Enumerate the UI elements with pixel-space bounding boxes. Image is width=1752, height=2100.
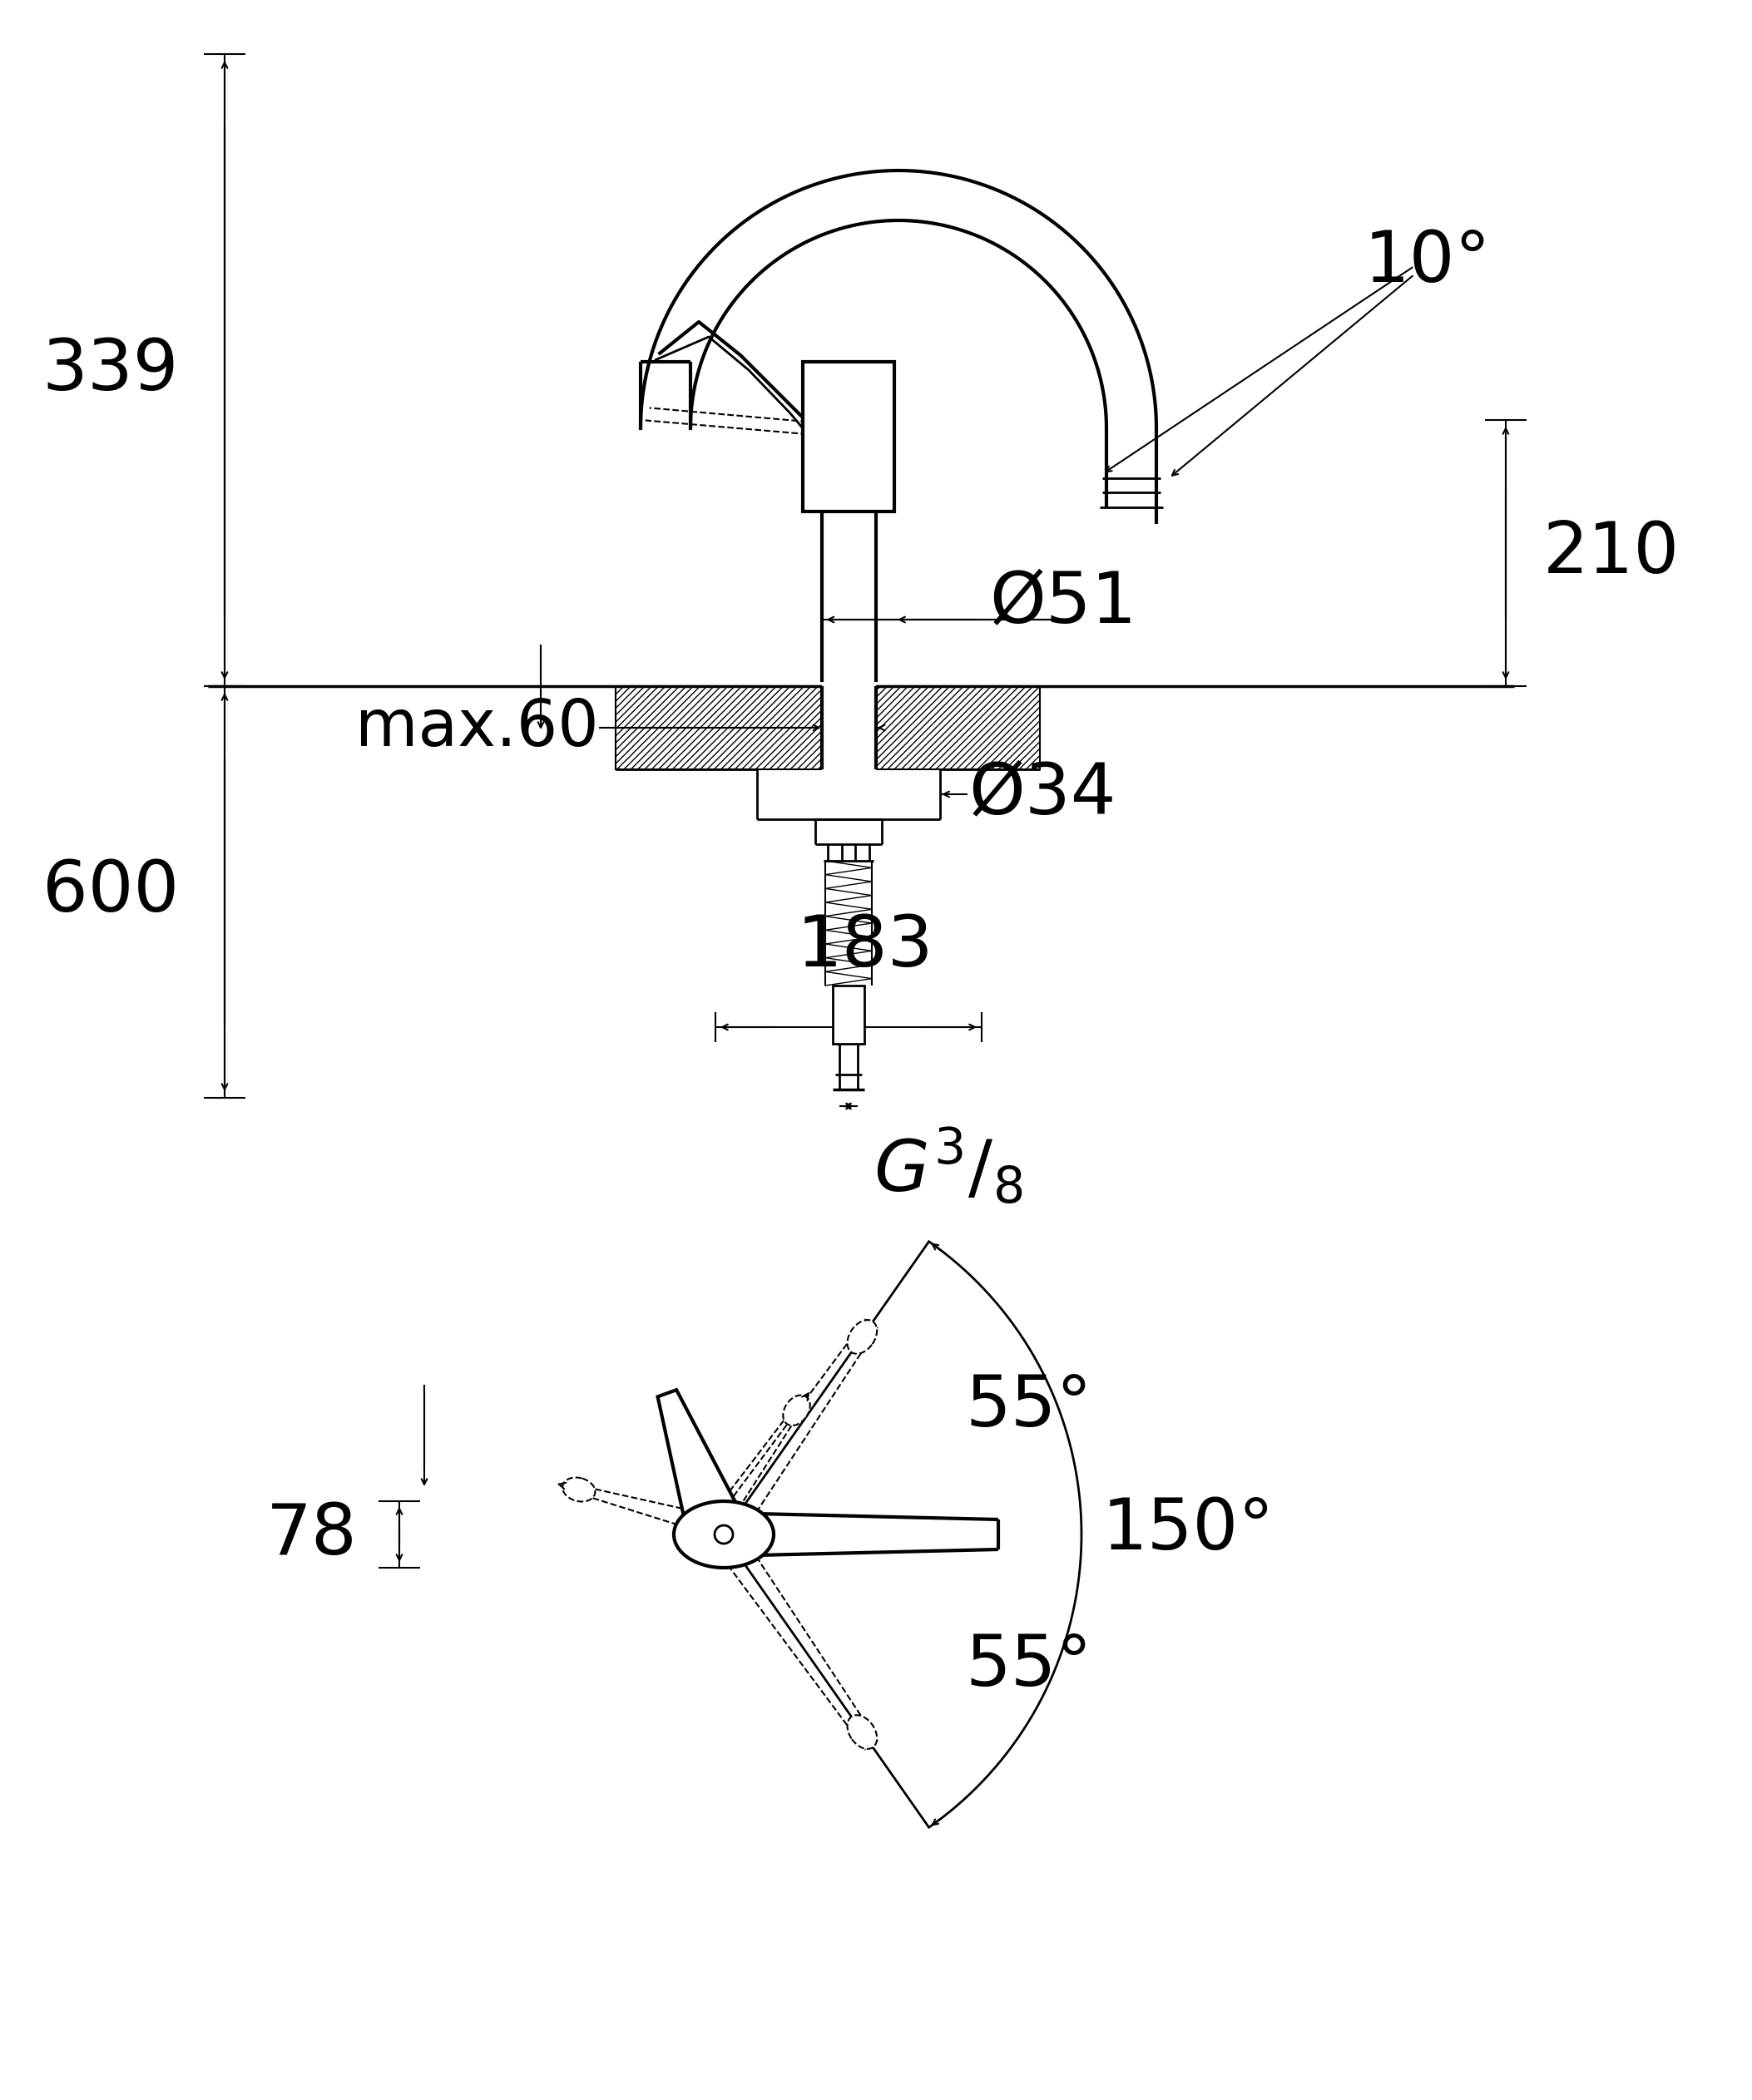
Bar bbox=[832, 985, 864, 1044]
Ellipse shape bbox=[715, 1525, 732, 1543]
Text: 183: 183 bbox=[797, 911, 934, 981]
Text: 78: 78 bbox=[266, 1499, 357, 1569]
Text: Ø51: Ø51 bbox=[990, 569, 1137, 638]
Ellipse shape bbox=[848, 1716, 878, 1749]
Text: 600: 600 bbox=[42, 857, 179, 926]
Text: Ø34: Ø34 bbox=[969, 760, 1116, 830]
Ellipse shape bbox=[848, 1321, 878, 1354]
Ellipse shape bbox=[675, 1502, 774, 1569]
Text: 10°: 10° bbox=[1365, 227, 1491, 296]
Bar bbox=[802, 361, 894, 512]
Text: 339: 339 bbox=[42, 336, 179, 405]
Bar bbox=[876, 687, 1041, 769]
Text: 55°: 55° bbox=[965, 1373, 1091, 1441]
Polygon shape bbox=[657, 1390, 743, 1535]
Bar bbox=[615, 687, 822, 769]
Text: 55°: 55° bbox=[965, 1632, 1091, 1701]
Ellipse shape bbox=[562, 1478, 596, 1502]
Text: max.60: max.60 bbox=[356, 695, 599, 760]
Text: 150°: 150° bbox=[1102, 1495, 1275, 1564]
Text: 210: 210 bbox=[1544, 519, 1680, 588]
Text: $G^{3}/_{8}$: $G^{3}/_{8}$ bbox=[874, 1128, 1023, 1208]
Bar bbox=[822, 682, 876, 773]
Ellipse shape bbox=[783, 1394, 809, 1426]
